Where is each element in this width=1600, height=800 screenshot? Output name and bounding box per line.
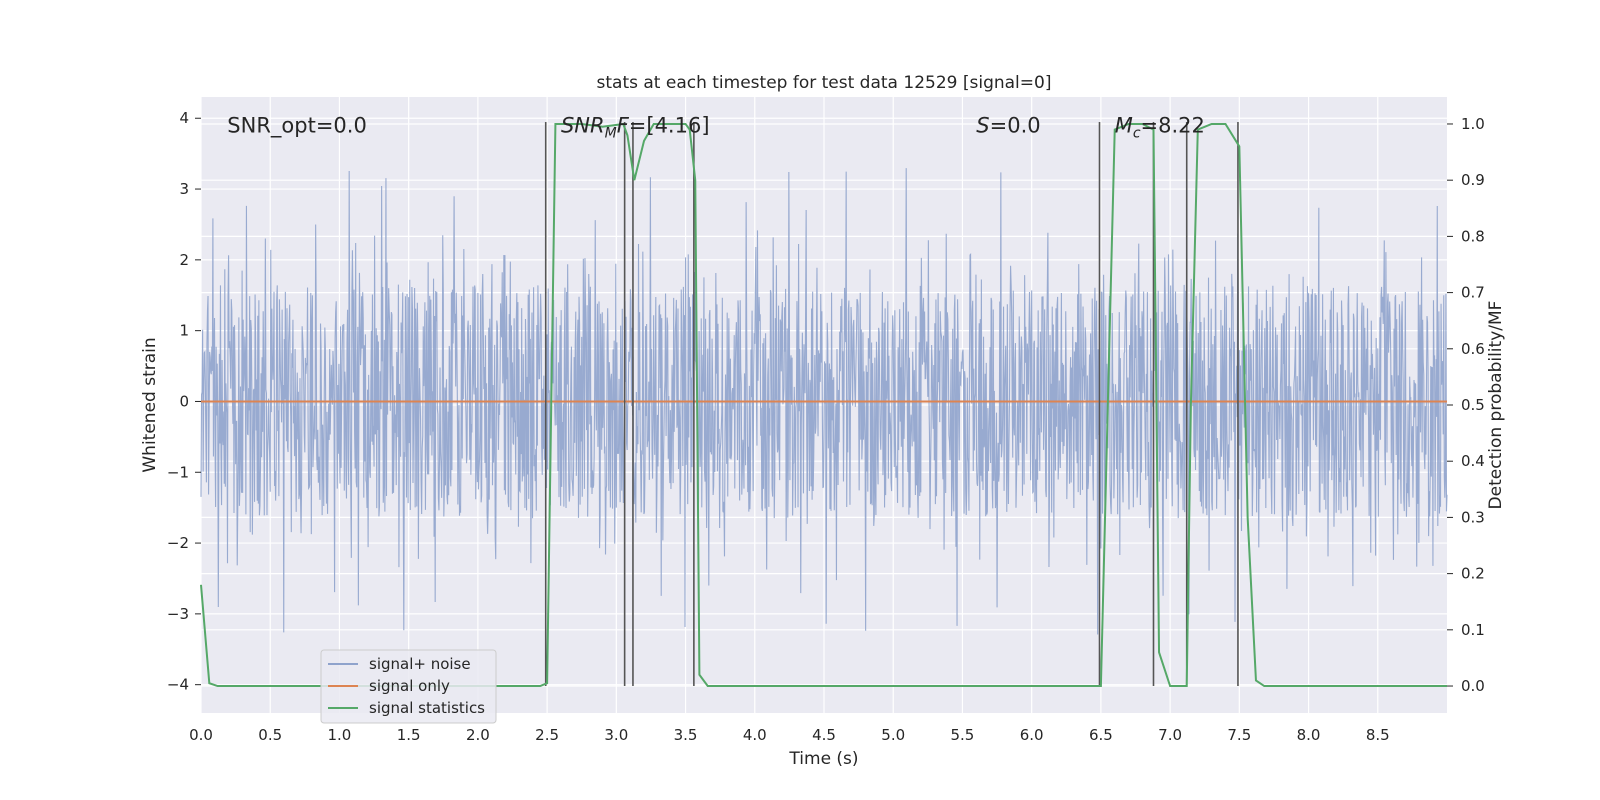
annotation-s: S=0.0	[976, 113, 1040, 137]
y-axis-right-label: Detection probability/MF	[1486, 301, 1506, 510]
series-signal-statistics	[200, 122, 1447, 688]
x-axis-label: Time (s)	[788, 749, 858, 769]
event-markers	[544, 121, 1239, 687]
stat-layer	[200, 122, 1447, 688]
y-tick-label-right: 0.1	[1461, 621, 1485, 639]
y-tick-label-left: 3	[179, 180, 189, 198]
x-tick-label: 4.0	[743, 726, 767, 744]
x-tick-label: 3.0	[604, 726, 628, 744]
y-tick-label-left: −2	[167, 534, 189, 552]
y-tick-label-left: 1	[179, 322, 189, 340]
y-tick-label-right: 0.6	[1461, 340, 1485, 358]
x-tick-label: 5.5	[951, 726, 975, 744]
x-tick-label: 1.0	[328, 726, 352, 744]
y-tick-label-right: 0.7	[1461, 284, 1485, 302]
legend: signal+ noise signal only signal statist…	[320, 649, 497, 724]
y-tick-label-left: 0	[179, 392, 189, 410]
x-tick-label: 6.5	[1089, 726, 1113, 744]
x-axis-ticks: 0.0 0.5 1.0 1.5 2.0 2.5 3.0 3.5 4.0 4.5 5.0 5.5 6.0 6…	[189, 726, 1390, 744]
x-tick-label: 7.0	[1158, 726, 1182, 744]
annotation-snr-mf: SNRMF=[4.16]	[561, 113, 710, 141]
y-tick-label-left: 4	[179, 109, 189, 127]
legend-label-signal: signal only	[369, 677, 450, 695]
x-tick-label: 3.5	[674, 726, 698, 744]
legend-box	[320, 649, 497, 724]
x-tick-label: 7.5	[1227, 726, 1251, 744]
legend-label-stats: signal statistics	[369, 699, 485, 717]
y-tick-label-right: 0.4	[1461, 452, 1485, 470]
x-tick-label: 0.0	[189, 726, 213, 744]
x-tick-label: 4.5	[812, 726, 836, 744]
y-tick-label-left: −3	[167, 605, 189, 623]
x-tick-label: 5.0	[881, 726, 905, 744]
y-tick-label-right: 0.0	[1461, 677, 1485, 695]
y-tick-label-left: −1	[167, 463, 189, 481]
x-tick-label: 0.5	[258, 726, 282, 744]
annotation-snr-opt: SNR_opt=0.0	[227, 113, 367, 138]
y-tick-label-right: 0.2	[1461, 565, 1485, 583]
y-axis-right-ticks: 1.0 0.9 0.8 0.7 0.6 0.5 0.4 0.3 0.2 0.1 0.0	[1447, 115, 1485, 695]
y-tick-label-right: 1.0	[1461, 115, 1485, 133]
y-tick-label-right: 0.9	[1461, 171, 1485, 189]
y-axis-left-label: Whitened strain	[140, 337, 160, 472]
x-tick-label: 2.5	[535, 726, 559, 744]
annotation-mc: Mc=8.22	[1115, 113, 1205, 141]
series-layer	[200, 168, 1448, 635]
series-signal-noise	[200, 168, 1448, 635]
y-tick-label-right: 0.3	[1461, 508, 1485, 526]
y-tick-label-left: −4	[167, 676, 189, 694]
x-tick-label: 1.5	[397, 726, 421, 744]
x-tick-label: 8.0	[1297, 726, 1321, 744]
y-tick-label-right: 0.8	[1461, 227, 1485, 245]
y-tick-label-right: 0.5	[1461, 396, 1485, 414]
chart-title: stats at each timestep for test data 125…	[597, 73, 1052, 93]
y-axis-left-ticks: 4 3 2 1 0 −1 −2 −3 −4	[167, 109, 201, 694]
x-tick-label: 2.0	[466, 726, 490, 744]
x-tick-label: 6.0	[1020, 726, 1044, 744]
y-tick-label-left: 2	[179, 251, 189, 269]
legend-label-noise: signal+ noise	[369, 655, 471, 673]
x-tick-label: 8.5	[1366, 726, 1390, 744]
annotations: SNR_opt=0.0 SNRMF=[4.16] S=0.0 Mc=8.22	[227, 113, 1205, 141]
